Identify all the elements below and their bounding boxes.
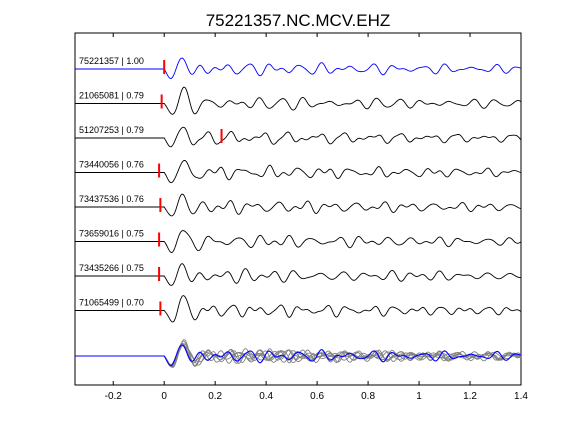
x-tick-label: 0 [161, 391, 167, 402]
traces [75, 57, 522, 368]
stack-reference-trace [75, 344, 522, 367]
trace-1 [75, 57, 522, 80]
x-tick-label: 1 [416, 391, 422, 402]
trace-2 [75, 86, 522, 115]
x-axis: -0.2 0 0.2 0.4 0.6 0.8 1 1.2 1.4 [105, 33, 528, 402]
trace-6 [75, 230, 522, 253]
trace-3 [75, 126, 522, 148]
trace-line [75, 263, 522, 286]
plot-axes-box [74, 32, 522, 386]
trace-line [75, 295, 522, 323]
trace-label: 51207253 | 0.79 [79, 125, 144, 135]
x-tick-label: 0.6 [310, 391, 324, 402]
trace-label: 73659016 | 0.75 [79, 229, 144, 239]
trace-line [75, 230, 522, 253]
trace-label: 71065499 | 0.70 [79, 298, 144, 308]
x-tick-label: -0.2 [105, 391, 123, 402]
x-tick-label: 1.2 [463, 391, 477, 402]
trace-line [75, 57, 522, 80]
x-tick-label: 0.2 [208, 391, 222, 402]
x-tick-label: 0.8 [361, 391, 375, 402]
trace-line [75, 126, 522, 148]
stacked-traces [75, 339, 522, 368]
x-tick-label: 1.4 [514, 391, 528, 402]
trace-4 [75, 159, 522, 184]
trace-5 [75, 193, 522, 217]
x-tick-label: 0.4 [259, 391, 273, 402]
stack-trace [75, 340, 522, 368]
trace-label: 75221357 | 1.00 [79, 56, 144, 66]
trace-label: 73440056 | 0.76 [79, 160, 144, 170]
trace-label: 21065081 | 0.79 [79, 91, 144, 101]
trace-8 [75, 295, 522, 323]
trace-line [75, 159, 522, 184]
trace-label: 73437536 | 0.76 [79, 194, 144, 204]
trace-label: 73435266 | 0.75 [79, 263, 144, 273]
trace-line [75, 193, 522, 217]
trace-line [75, 86, 522, 115]
chart-title: 75221357.NC.MCV.EHZ [206, 11, 391, 30]
trace-labels: 75221357 | 1.00 21065081 | 0.79 51207253 |… [79, 56, 144, 308]
trace-7 [75, 263, 522, 286]
